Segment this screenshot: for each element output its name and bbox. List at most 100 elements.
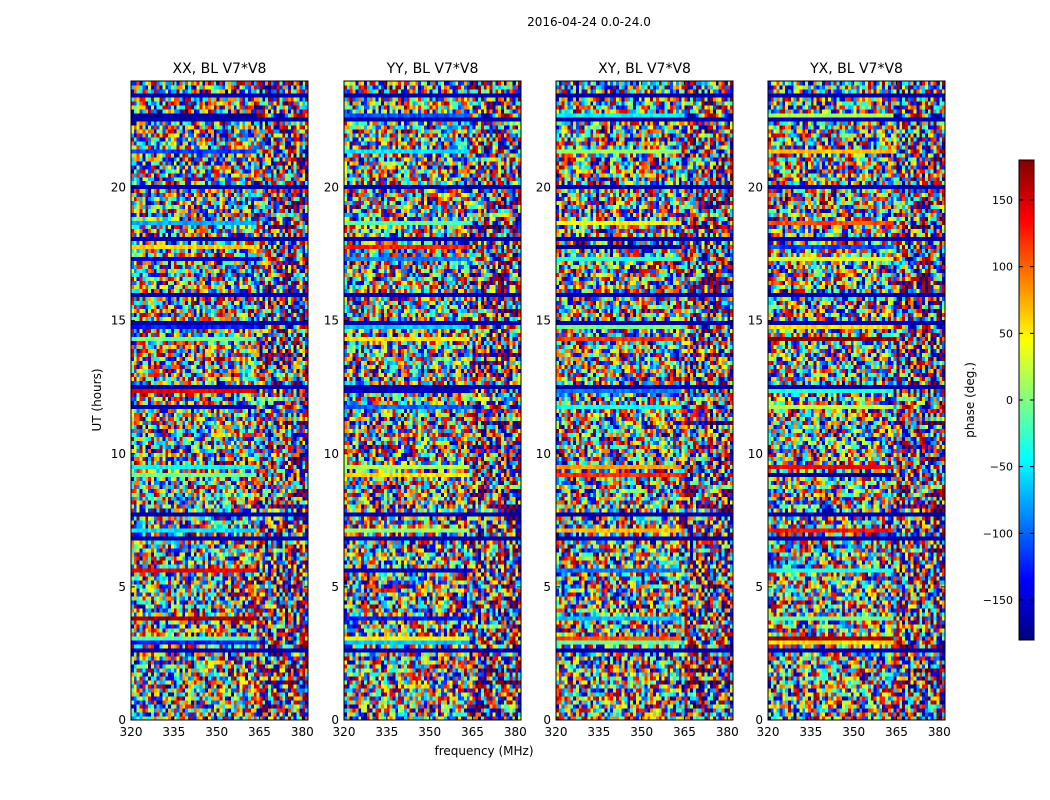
heatmap-cell xyxy=(160,700,163,704)
heatmap-cell xyxy=(185,672,188,676)
heatmap-cell xyxy=(262,708,265,712)
heatmap-cell xyxy=(237,684,240,688)
heatmap-cell xyxy=(297,676,300,680)
heatmap-cell xyxy=(205,704,208,708)
heatmap-cell xyxy=(265,684,268,688)
heatmap-cell xyxy=(160,696,163,700)
heatmap-cell xyxy=(274,688,277,692)
heatmap-cell xyxy=(245,676,248,680)
heatmap-cell xyxy=(265,676,268,680)
heatmap-cell xyxy=(145,712,148,716)
heatmap-cell xyxy=(245,688,248,692)
heatmap-cell xyxy=(222,676,225,680)
heatmap-cell xyxy=(277,684,280,688)
heatmap-cell xyxy=(257,708,260,712)
heatmap-cell xyxy=(157,692,160,696)
heatmap-cell xyxy=(234,700,237,704)
heatmap-cell xyxy=(174,696,177,700)
heatmap-cell xyxy=(194,704,197,708)
heatmap-cell xyxy=(220,704,223,708)
heatmap-cell xyxy=(202,684,205,688)
heatmap-cell xyxy=(202,680,205,684)
heatmap-cell xyxy=(140,692,143,696)
heatmap-cell xyxy=(134,692,137,696)
heatmap-cell xyxy=(299,712,302,716)
heatmap-cell xyxy=(134,672,137,676)
heatmap-cell xyxy=(205,696,208,700)
heatmap-cell xyxy=(148,688,151,692)
heatmap-cell xyxy=(171,708,174,712)
heatmap-cell xyxy=(237,692,240,696)
heatmap-cell xyxy=(137,672,140,676)
heatmap-cell xyxy=(188,712,191,716)
heatmap-cell xyxy=(291,688,294,692)
heatmap-cell xyxy=(140,696,143,700)
heatmap-cell xyxy=(237,700,240,704)
heatmap-cell xyxy=(208,672,211,676)
heatmap-cell xyxy=(180,712,183,716)
heatmap-cell xyxy=(302,684,305,688)
heatmap-cell xyxy=(145,680,148,684)
panel-1: XX, BL V7*V8320 335 350 365 38005101520 xyxy=(111,61,314,739)
heatmap-cell xyxy=(271,676,274,680)
heatmap-cell xyxy=(185,680,188,684)
heatmap-cell xyxy=(294,684,297,688)
heatmap-cell xyxy=(271,696,274,700)
heatmap-cell xyxy=(214,700,217,704)
heatmap-cell xyxy=(177,676,180,680)
heatmap-cell xyxy=(277,688,280,692)
heatmap-cell xyxy=(225,708,228,712)
heatmap-cell xyxy=(174,712,177,716)
heatmap-cell xyxy=(145,696,148,700)
heatmap-cell xyxy=(134,708,137,712)
heatmap-cell xyxy=(220,688,223,692)
heatmap-cell xyxy=(259,712,262,716)
heatmap-cell xyxy=(197,680,200,684)
heatmap-cell xyxy=(302,700,305,704)
heatmap-cell xyxy=(157,708,160,712)
heatmap-cell xyxy=(185,676,188,680)
heatmap-cell xyxy=(248,676,251,680)
heatmap-cell xyxy=(285,704,288,708)
heatmap-cell xyxy=(191,708,194,712)
heatmap-cell xyxy=(168,688,171,692)
heatmap-cell xyxy=(285,692,288,696)
heatmap-cell xyxy=(157,680,160,684)
heatmap-cell xyxy=(251,684,254,688)
heatmap-cell xyxy=(274,684,277,688)
heatmap-cell xyxy=(194,688,197,692)
heatmap-cell xyxy=(137,700,140,704)
heatmap-cell xyxy=(234,692,237,696)
heatmap-cell xyxy=(157,696,160,700)
heatmap-cell xyxy=(137,712,140,716)
heatmap-cell xyxy=(200,676,203,680)
heatmap-cell xyxy=(160,684,163,688)
heatmap-cell xyxy=(242,708,245,712)
heatmap-cell xyxy=(165,696,168,700)
heatmap-cell xyxy=(197,712,200,716)
heatmap-cell xyxy=(208,712,211,716)
heatmap-cell xyxy=(211,696,214,700)
heatmap-cell xyxy=(208,676,211,680)
heatmap-cell xyxy=(165,688,168,692)
heatmap-cell xyxy=(162,712,165,716)
heatmap-cell xyxy=(194,680,197,684)
heatmap-cell xyxy=(165,704,168,708)
heatmap-cell xyxy=(277,712,280,716)
heatmap-cell xyxy=(274,672,277,676)
heatmap-cell xyxy=(151,680,154,684)
heatmap-cell xyxy=(185,692,188,696)
heatmap-cell xyxy=(259,676,262,680)
heatmap-cell xyxy=(225,712,228,716)
heatmap-cell xyxy=(271,700,274,704)
heatmap-cell xyxy=(148,708,151,712)
heatmap-cell xyxy=(274,704,277,708)
heatmap-cell xyxy=(202,704,205,708)
heatmap-cell xyxy=(157,676,160,680)
heatmap-cell xyxy=(182,684,185,688)
heatmap-cell xyxy=(239,712,242,716)
heatmap-cell xyxy=(268,708,271,712)
heatmap-cell xyxy=(294,704,297,708)
heatmap-cell xyxy=(265,708,268,712)
heatmap-cell xyxy=(228,700,231,704)
